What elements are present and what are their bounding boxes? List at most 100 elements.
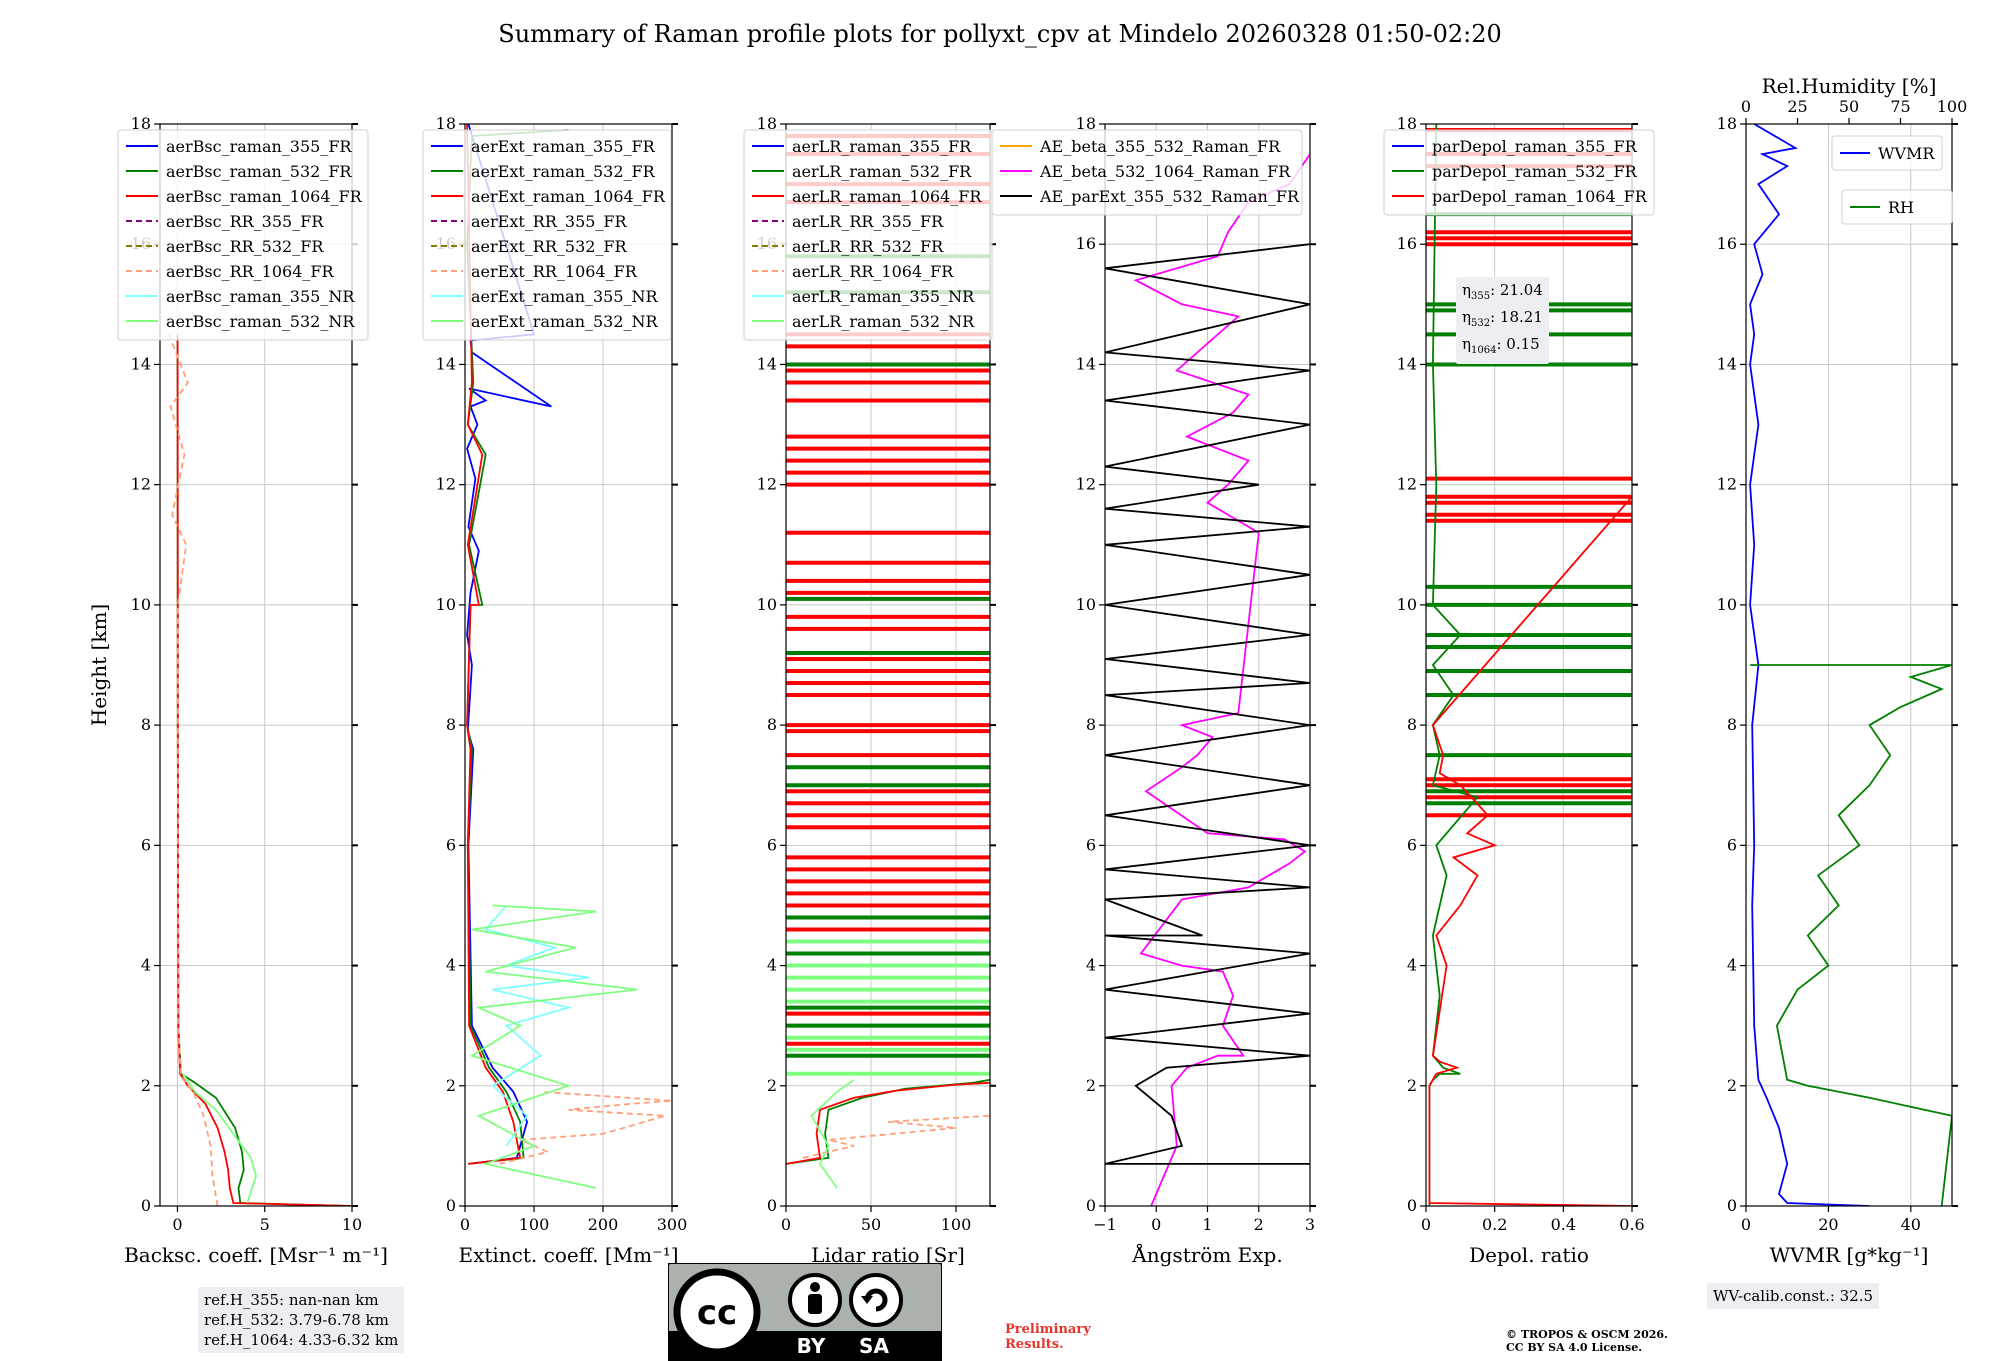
y-axis-label: Height [km] xyxy=(87,604,111,726)
x-tick-label: 0 xyxy=(1421,1215,1431,1234)
y-tick-label: 14 xyxy=(1397,354,1417,373)
panel-lidar_ratio: 024681012141618050100Lidar ratio [Sr]aer… xyxy=(743,114,996,1267)
legend-label: aerBsc_RR_1064_FR xyxy=(166,262,335,281)
x-tick-label: 1 xyxy=(1202,1215,1212,1234)
y-tick-label: 4 xyxy=(1407,956,1417,975)
series-parDepol_raman_1064_FR xyxy=(1428,496,1632,1206)
series-parDepol_raman_532_FR xyxy=(1428,124,1480,1206)
legend-label: aerLR_raman_355_NR xyxy=(792,287,975,306)
y-tick-label: 16 xyxy=(1076,234,1096,253)
plot-area-wv xyxy=(1749,124,1952,1206)
series-aerBsc_RR_1064_FR xyxy=(167,334,219,1206)
y-tick-label: 8 xyxy=(1407,715,1417,734)
panel-backscatter: 0246810121416180510Backsc. coeff. [Msr⁻¹… xyxy=(117,114,388,1267)
y-tick-label: 2 xyxy=(1407,1076,1417,1095)
x-tick-label: 200 xyxy=(588,1215,619,1234)
legend-label: aerExt_RR_532_FR xyxy=(471,237,628,256)
panel-extinction: 0246810121416180100200300Extinct. coeff.… xyxy=(422,114,687,1267)
legend-label: parDepol_raman_1064_FR xyxy=(1432,187,1648,206)
legend-label: aerExt_raman_1064_FR xyxy=(471,187,666,206)
legend-box xyxy=(743,129,993,341)
y-tick-label: 18 xyxy=(131,114,151,133)
legend-angstrom: AE_beta_355_532_Raman_FR AE_beta_532_1064… xyxy=(991,129,1303,216)
series-aerExt_raman_355_FR xyxy=(466,124,552,1165)
y-tick-label: 18 xyxy=(757,114,777,133)
legend-label: aerLR_raman_355_FR xyxy=(792,137,972,156)
y-tick-label: 0 xyxy=(767,1196,777,1215)
x-tick-label: 0 xyxy=(460,1215,470,1234)
series-aerExt_RR_1064_FR xyxy=(499,1090,672,1165)
x-tick-label: 0.6 xyxy=(1619,1215,1644,1234)
legend-label: aerBsc_raman_532_NR xyxy=(166,312,355,331)
legend-label: aerExt_raman_355_FR xyxy=(471,137,656,156)
y-tick-label: 2 xyxy=(767,1076,777,1095)
legend-label: aerLR_raman_532_FR xyxy=(792,162,972,181)
svg-text:BY: BY xyxy=(797,1334,826,1358)
ref-height-1064: ref.H_1064: 4.33-6.32 km xyxy=(204,1331,399,1349)
y-tick-label: 16 xyxy=(1717,234,1737,253)
legend-label: aerBsc_RR_532_FR xyxy=(166,237,324,256)
y-tick-label: 4 xyxy=(141,956,151,975)
y-tick-label: 2 xyxy=(1727,1076,1737,1095)
top-x-tick-label: 25 xyxy=(1787,97,1807,116)
x-tick-label: 0 xyxy=(781,1215,791,1234)
sa-share-alike-icon xyxy=(849,1273,903,1327)
y-tick-label: 6 xyxy=(1727,835,1737,854)
ref-height-532: ref.H_532: 3.79-6.78 km xyxy=(204,1311,389,1329)
legend-label: aerLR_RR_355_FR xyxy=(792,212,944,231)
y-tick-label: 12 xyxy=(1717,475,1737,494)
y-tick-label: 8 xyxy=(1086,715,1096,734)
x-axis-label: Backsc. coeff. [Msr⁻¹ m⁻¹] xyxy=(124,1243,388,1267)
eta-1064: η1064: 0.15 xyxy=(1462,335,1540,356)
y-tick-label: 18 xyxy=(1397,114,1417,133)
axes-frame xyxy=(159,123,353,1207)
copyright-note: © TROPOS & OSCM 2026. CC BY SA 4.0 Licen… xyxy=(1506,1328,1668,1354)
y-tick-label: 6 xyxy=(1407,835,1417,854)
legend-label: aerExt_raman_532_NR xyxy=(471,312,659,331)
y-tick-label: 2 xyxy=(141,1076,151,1095)
y-tick-label: 18 xyxy=(436,114,456,133)
x-axis-label: Ångström Exp. xyxy=(1131,1242,1282,1267)
y-tick-label: 18 xyxy=(1076,114,1096,133)
eta-355: η355: 21.04 xyxy=(1462,281,1543,302)
y-tick-label: 6 xyxy=(767,835,777,854)
top-x-tick-label: 0 xyxy=(1741,97,1751,116)
y-tick-label: 6 xyxy=(141,835,151,854)
y-tick-label: 14 xyxy=(1717,354,1737,373)
top-x-tick-label: 75 xyxy=(1890,97,1910,116)
legend-label: aerBsc_raman_355_NR xyxy=(166,287,355,306)
legend-box xyxy=(422,129,672,341)
legend-depol: parDepol_raman_355_FR parDepol_raman_532_… xyxy=(1383,129,1655,216)
y-tick-label: 12 xyxy=(757,475,777,494)
series-aerLR_raman_1064_FR xyxy=(786,1081,990,1165)
legend-label: aerExt_RR_355_FR xyxy=(471,212,628,231)
legend-label: aerLR_raman_1064_FR xyxy=(792,187,982,206)
y-tick-label: 10 xyxy=(1076,595,1096,614)
y-tick-label: 8 xyxy=(141,715,151,734)
y-tick-label: 0 xyxy=(1407,1196,1417,1215)
plot-area-angstrom xyxy=(1105,153,1310,1206)
x-tick-label: 2 xyxy=(1254,1215,1264,1234)
y-tick-label: 6 xyxy=(446,835,456,854)
legend-label: aerLR_RR_532_FR xyxy=(792,237,944,256)
y-tick-label: 2 xyxy=(1086,1076,1096,1095)
y-tick-label: 12 xyxy=(131,475,151,494)
y-tick-label: 14 xyxy=(1076,354,1096,373)
y-tick-label: 10 xyxy=(1717,595,1737,614)
x-tick-label: 100 xyxy=(519,1215,550,1234)
axes-frame xyxy=(1425,123,1633,1207)
legend-label: aerExt_RR_1064_FR xyxy=(471,262,638,281)
series-AE_parExt_355_532_Raman_FR xyxy=(1105,243,1310,1165)
legend-label: aerLR_RR_1064_FR xyxy=(792,262,954,281)
cc-icon xyxy=(673,1268,761,1356)
top-x-tick-label: 50 xyxy=(1839,97,1859,116)
legend-backscatter: aerBsc_raman_355_FR aerBsc_raman_532_FRae… xyxy=(117,129,369,341)
x-tick-label: 100 xyxy=(941,1215,972,1234)
x-tick-label: 0 xyxy=(172,1215,182,1234)
y-tick-label: 14 xyxy=(131,354,151,373)
y-tick-label: 0 xyxy=(1086,1196,1096,1215)
legend-box xyxy=(117,129,369,341)
y-tick-label: 12 xyxy=(1076,475,1096,494)
